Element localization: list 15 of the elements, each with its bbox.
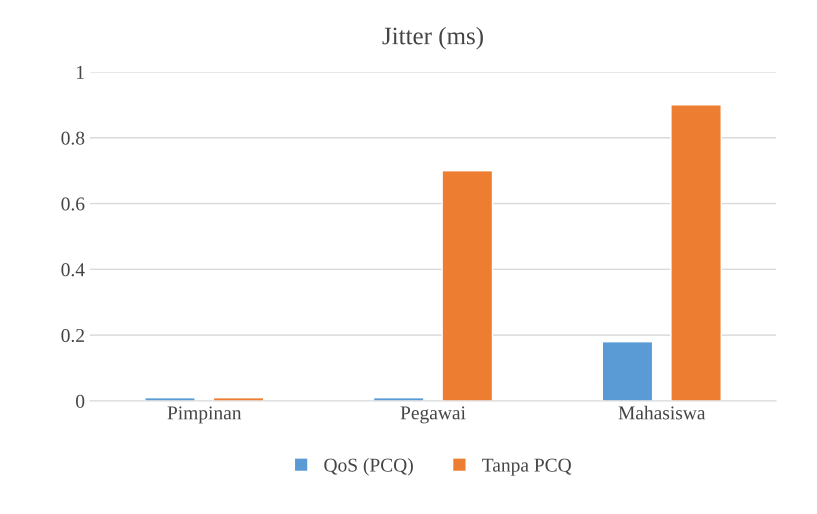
legend-label: Tanpa PCQ [482, 458, 572, 476]
bar [441, 170, 494, 401]
chart-title: Jitter (ms) [382, 26, 483, 50]
y-tick-label: 0 [76, 394, 84, 408]
x-tick-label: Mahasiswa [618, 406, 706, 420]
y-tick-label: 1 [76, 66, 84, 79]
bar [670, 104, 722, 401]
x-tick-label: Pimpinan [168, 406, 242, 424]
y-tick-label: 0.2 [61, 328, 84, 342]
y-tick-label: 0.8 [61, 132, 84, 145]
legend-label: QoS (PCQ) [324, 458, 413, 476]
y-tick-label: 0.4 [61, 263, 85, 276]
bar [602, 341, 654, 401]
x-tick-label: Pegawai [400, 406, 466, 424]
y-tick-label: 0.6 [61, 197, 84, 211]
